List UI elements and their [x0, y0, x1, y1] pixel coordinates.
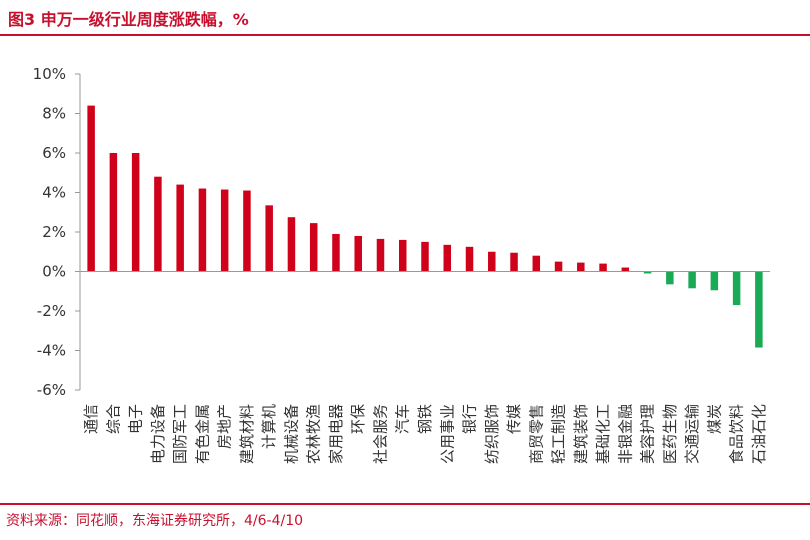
footer-divider — [0, 503, 810, 505]
x-tick-label: 轻工制造 — [550, 404, 568, 464]
x-tick-label: 环保 — [349, 404, 367, 434]
bar — [176, 184, 184, 272]
bar — [710, 271, 719, 291]
x-tick-label: 医药生物 — [661, 404, 679, 464]
bar — [398, 239, 407, 272]
x-tick-label: 农林牧渔 — [305, 404, 323, 464]
x-tick-label: 计算机 — [260, 404, 278, 449]
x-tick-label: 建筑材料 — [238, 404, 256, 464]
y-tick-label: 6% — [42, 144, 66, 162]
x-tick-label: 煤炭 — [705, 404, 723, 434]
y-tick-label: -4% — [37, 342, 66, 360]
bar — [510, 252, 518, 272]
x-tick-label: 汽车 — [394, 404, 412, 434]
x-tick-label: 有色金属 — [193, 404, 211, 464]
title-divider — [0, 34, 810, 36]
x-axis-labels: 通信 综合 电子 电力设备 国防军工 有色金属 房地产 建筑材料 计算机 机械设备 农林牧渔 家用电器… — [82, 404, 768, 464]
x-tick-label: 银行 — [461, 404, 479, 434]
y-tick-label: 10% — [33, 65, 66, 83]
bar — [287, 217, 296, 272]
bar — [666, 271, 674, 285]
x-tick-label: 通信 — [82, 404, 100, 434]
bar — [332, 233, 340, 272]
y-tick-label: 0% — [42, 263, 66, 281]
x-tick-label: 电力设备 — [149, 404, 167, 464]
bar — [154, 176, 162, 272]
bar — [577, 262, 585, 272]
bar — [131, 153, 140, 272]
x-tick-label: 家用电器 — [327, 404, 345, 464]
bar — [198, 188, 207, 272]
chart-title: 图3 申万一级行业周度涨跌幅，% — [8, 10, 249, 29]
bar — [688, 271, 696, 289]
bar — [643, 271, 652, 274]
x-tick-label: 房地产 — [216, 404, 234, 449]
y-tick-label: -2% — [37, 302, 66, 320]
x-tick-label: 石油石化 — [750, 404, 768, 464]
x-tick-label: 美容护理 — [639, 404, 657, 464]
bar — [443, 244, 452, 272]
y-axis: -6% -4% -2% 0% 2% 4% 6% 8% 10% — [33, 65, 80, 399]
bar — [421, 241, 429, 272]
x-tick-label: 机械设备 — [282, 404, 300, 464]
source-note: 资料来源：同花顺，东海证券研究所，4/6-4/10 — [6, 513, 304, 529]
x-tick-label: 公用事业 — [438, 404, 456, 464]
x-tick-label: 基础化工 — [594, 404, 612, 464]
x-tick-label: 钢铁 — [416, 404, 434, 434]
bar — [465, 246, 474, 272]
y-tick-label: 2% — [42, 223, 66, 241]
x-tick-label: 食品饮料 — [728, 404, 746, 464]
bar — [87, 105, 95, 272]
x-tick-label: 社会服务 — [371, 404, 389, 464]
bar — [621, 267, 630, 272]
bars — [87, 105, 763, 348]
x-tick-label: 非银金融 — [616, 404, 634, 464]
bar — [532, 255, 541, 272]
bar — [265, 205, 273, 272]
bar — [376, 238, 385, 272]
x-tick-label: 建筑装饰 — [572, 404, 590, 464]
bar — [109, 153, 118, 272]
bar — [309, 223, 318, 272]
bar — [599, 263, 607, 272]
x-tick-label: 国防军工 — [171, 404, 189, 464]
x-tick-label: 纺织服饰 — [483, 404, 501, 464]
bar — [243, 190, 251, 272]
bar — [354, 235, 362, 272]
bar — [732, 271, 741, 306]
bar — [755, 271, 763, 348]
bar-chart: -6% -4% -2% 0% 2% 4% 6% 8% 10% 通信 综合 电子 电力设备 国防军工 有色金… — [33, 65, 770, 464]
y-tick-label: 4% — [42, 184, 66, 202]
x-tick-label: 商贸零售 — [527, 404, 545, 464]
bar — [220, 189, 229, 272]
x-tick-label: 传媒 — [505, 404, 523, 434]
y-tick-label: -6% — [37, 381, 66, 399]
y-tick-label: 8% — [42, 105, 66, 123]
x-tick-label: 综合 — [104, 404, 122, 434]
x-tick-label: 电子 — [127, 404, 145, 434]
bar — [554, 261, 563, 272]
bar — [488, 251, 496, 272]
x-tick-label: 交通运输 — [683, 404, 701, 464]
